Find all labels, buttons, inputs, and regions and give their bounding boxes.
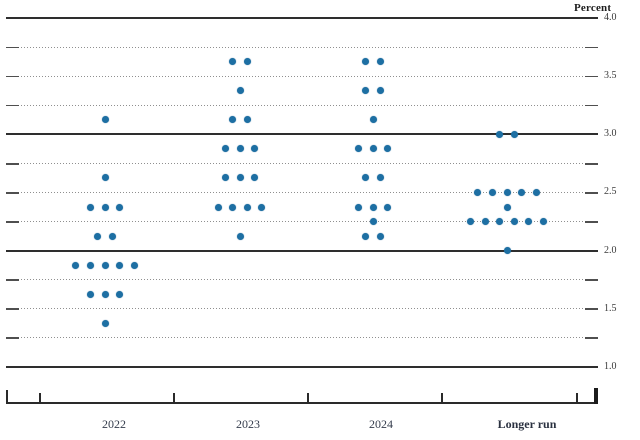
dot-2024-2.875 bbox=[354, 145, 362, 153]
dot-longer-run-3 bbox=[510, 130, 518, 138]
dot-longer-run-2.25 bbox=[525, 218, 533, 226]
x-axis-tick-4 bbox=[576, 393, 578, 402]
dot-longer-run-2.5 bbox=[503, 188, 511, 196]
dot-2022-3.125 bbox=[101, 116, 109, 124]
dot-2022-1.625 bbox=[86, 290, 94, 298]
dot-2024-2.125 bbox=[376, 232, 384, 240]
dot-2024-2.625 bbox=[362, 174, 370, 182]
gridline-dotted-2.75 bbox=[6, 162, 598, 165]
dot-longer-run-2.25 bbox=[539, 218, 547, 226]
gridline-dotted-2.25 bbox=[6, 221, 598, 223]
dot-2022-2.125 bbox=[108, 232, 116, 240]
dot-2023-3.125 bbox=[229, 116, 237, 124]
dot-2024-2.125 bbox=[362, 232, 370, 240]
dot-2022-1.875 bbox=[101, 261, 109, 269]
dot-2024-3.375 bbox=[362, 87, 370, 95]
y-tick-label-4.0: 4.0 bbox=[604, 12, 617, 23]
dot-2022-2.625 bbox=[101, 174, 109, 182]
y-tick-label-3.0: 3.0 bbox=[604, 128, 617, 140]
dot-2023-3.625 bbox=[243, 58, 251, 66]
dot-2023-3.625 bbox=[229, 58, 237, 66]
dot-2022-1.625 bbox=[116, 290, 124, 298]
dot-longer-run-2.375 bbox=[503, 203, 511, 211]
dot-2024-3.375 bbox=[376, 87, 384, 95]
dot-longer-run-2.5 bbox=[474, 188, 482, 196]
dot-2023-2.875 bbox=[236, 145, 244, 153]
gridline-solid-3 bbox=[6, 133, 598, 136]
dot-longer-run-3 bbox=[496, 130, 504, 138]
dot-2022-2.125 bbox=[94, 232, 102, 240]
dot-2024-2.375 bbox=[354, 203, 362, 211]
gridline-dotted-2.5 bbox=[6, 191, 598, 194]
dot-2024-3.625 bbox=[376, 58, 384, 66]
dot-2022-1.625 bbox=[101, 290, 109, 298]
x-axis-label-longer-run: Longer run bbox=[497, 417, 557, 431]
y-axis-unit-label: Percent bbox=[574, 2, 612, 14]
x-axis-end-cap-right bbox=[594, 388, 598, 404]
gridline-solid-1 bbox=[6, 365, 598, 368]
dot-2023-2.125 bbox=[236, 232, 244, 240]
x-axis-end-cap-left bbox=[6, 390, 8, 404]
dot-longer-run-2.25 bbox=[496, 218, 504, 226]
dot-2023-2.375 bbox=[214, 203, 222, 211]
dot-2023-3.375 bbox=[236, 87, 244, 95]
gridline-dotted-3.75 bbox=[6, 46, 598, 49]
dot-longer-run-2.25 bbox=[510, 218, 518, 226]
y-tick-label-2.0: 2.0 bbox=[604, 244, 617, 256]
x-axis-tick-3 bbox=[441, 393, 443, 402]
x-axis-tick-2 bbox=[307, 393, 309, 402]
gridline-dotted-1.75 bbox=[6, 279, 598, 281]
dot-2022-1.375 bbox=[101, 319, 109, 327]
dot-2023-2.375 bbox=[258, 203, 266, 211]
dot-longer-run-2.25 bbox=[481, 218, 489, 226]
dot-longer-run-2.5 bbox=[518, 188, 526, 196]
dot-2024-3.125 bbox=[369, 116, 377, 124]
y-tick-label-1.5: 1.5 bbox=[604, 302, 617, 314]
dot-2024-2.375 bbox=[384, 203, 392, 211]
dot-longer-run-2.25 bbox=[467, 218, 475, 226]
dot-2023-2.875 bbox=[251, 145, 259, 153]
dot-2023-2.375 bbox=[229, 203, 237, 211]
dot-2023-2.625 bbox=[251, 174, 259, 182]
dot-2023-2.625 bbox=[236, 174, 244, 182]
dot-longer-run-2 bbox=[503, 247, 511, 255]
dot-2024-2.25 bbox=[369, 218, 377, 226]
gridline-dotted-1.5 bbox=[6, 308, 598, 310]
dot-longer-run-2.5 bbox=[532, 188, 540, 196]
x-axis-label-2022: 2022 bbox=[102, 417, 126, 431]
dot-2022-1.875 bbox=[86, 261, 94, 269]
gridline-dotted-3.5 bbox=[6, 75, 598, 78]
y-tick-label-3.5: 3.5 bbox=[604, 70, 617, 82]
dot-2022-2.375 bbox=[116, 203, 124, 211]
gridline-dotted-1.25 bbox=[6, 337, 598, 339]
dot-2024-3.625 bbox=[362, 58, 370, 66]
dot-2022-2.375 bbox=[86, 203, 94, 211]
gridline-solid-4 bbox=[6, 17, 598, 19]
dot-2024-2.875 bbox=[369, 145, 377, 153]
dot-2024-2.875 bbox=[384, 145, 392, 153]
y-tick-label-2.5: 2.5 bbox=[604, 186, 617, 198]
gridline-solid-2 bbox=[6, 249, 598, 252]
dot-2024-2.625 bbox=[376, 174, 384, 182]
dot-2023-2.375 bbox=[243, 203, 251, 211]
gridline-dotted-3.25 bbox=[6, 104, 598, 107]
dot-2022-1.875 bbox=[130, 261, 138, 269]
x-axis-line bbox=[6, 402, 598, 404]
dot-2024-2.375 bbox=[369, 203, 377, 211]
x-axis-tick-1 bbox=[173, 393, 175, 402]
x-axis-label-2023: 2023 bbox=[236, 417, 260, 431]
dot-2022-2.375 bbox=[101, 203, 109, 211]
dot-2023-2.875 bbox=[221, 145, 229, 153]
dot-longer-run-2.5 bbox=[488, 188, 496, 196]
dot-2022-1.875 bbox=[72, 261, 80, 269]
dot-2023-3.125 bbox=[243, 116, 251, 124]
dot-2023-2.625 bbox=[221, 174, 229, 182]
dot-2022-1.875 bbox=[116, 261, 124, 269]
x-axis-label-2024: 2024 bbox=[369, 417, 393, 431]
y-tick-label-1.0: 1.0 bbox=[604, 360, 617, 372]
x-axis-tick-0 bbox=[39, 393, 41, 402]
